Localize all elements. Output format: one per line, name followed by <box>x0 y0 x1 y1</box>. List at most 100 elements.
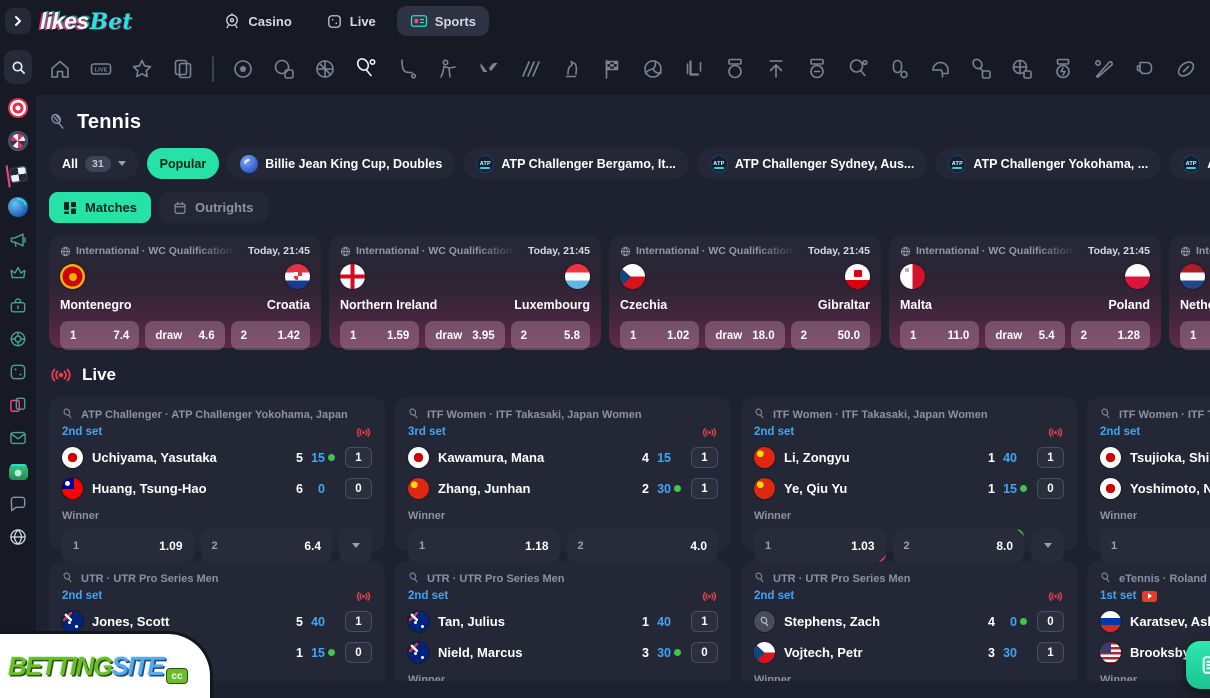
odd-away[interactable]: 2 1.42 <box>230 321 310 350</box>
odd-home[interactable]: 1 1.59 <box>340 321 420 350</box>
odd-player1[interactable]: 1 1.09 <box>62 529 194 562</box>
odd-player2[interactable]: 2 8.0 <box>892 529 1024 562</box>
filter-chip[interactable]: ATP Challenger Bergamo, It... <box>463 148 689 179</box>
field-hockey-icon[interactable] <box>395 57 419 81</box>
more-markets-button[interactable] <box>339 529 372 562</box>
filter-chip[interactable]: Billie Jean King Cup, Doubles <box>227 148 456 179</box>
league-of-legends-icon[interactable] <box>682 57 706 81</box>
live-match-card[interactable]: UTR · UTR Pro Series Men 2nd set Stephen… <box>741 561 1077 681</box>
globe-icon <box>340 246 351 256</box>
chess-icon[interactable] <box>559 57 583 81</box>
live-match-card[interactable]: ATP Challenger · ATP Challenger Yokohama… <box>49 397 385 562</box>
nav-casino[interactable]: Casino <box>210 5 304 37</box>
odd-draw[interactable]: draw 4.6 <box>145 321 225 350</box>
megaphone-icon[interactable] <box>6 228 30 252</box>
live-match-card[interactable]: ITF Women · ITF Takasaki, Japan Women 2n… <box>1087 397 1210 562</box>
darts-icon[interactable] <box>6 96 30 120</box>
filter-chip[interactable]: ATP Challenger Yokohama, ... <box>935 148 1162 179</box>
club-football-icon[interactable] <box>272 57 296 81</box>
odd-player1[interactable]: 1 <box>1100 529 1210 562</box>
odd-player2[interactable]: 2 4.0 <box>566 529 718 562</box>
nav-live[interactable]: Live <box>313 6 389 37</box>
racing-icon[interactable] <box>600 57 624 81</box>
live-match-card[interactable]: ITF Women · ITF Takasaki, Japan Women 2n… <box>741 397 1077 562</box>
odd-away[interactable]: 2 5.8 <box>510 321 590 350</box>
search-button[interactable] <box>4 50 32 84</box>
filter-all[interactable]: All 31 <box>49 148 139 179</box>
tab-matches[interactable]: Matches <box>49 192 152 223</box>
esports-icon[interactable] <box>518 57 542 81</box>
boxing-icon[interactable] <box>1133 57 1157 81</box>
american-football-icon[interactable] <box>928 57 952 81</box>
odd-draw[interactable]: draw 5.4 <box>985 321 1065 350</box>
cashback-money-icon[interactable] <box>6 459 30 483</box>
match-card[interactable]: International · WC Qualification, UEFA T… <box>329 236 601 350</box>
sets-score: 1 <box>345 611 372 632</box>
live-match-card[interactable]: eTennis · Roland Gar 1st set Karatsev, A… <box>1087 561 1210 681</box>
live-match-card[interactable]: UTR · UTR Pro Series Men 2nd set Tan, Ju… <box>395 561 731 681</box>
sidebar-expand-button[interactable] <box>5 8 31 34</box>
crown-icon[interactable] <box>6 261 30 285</box>
tennis-blitz-icon[interactable] <box>969 57 993 81</box>
match-card[interactable]: International · WC Qualification, UEFA T… <box>49 236 321 350</box>
nav-sports[interactable]: Sports <box>396 6 489 36</box>
blitz-icon[interactable] <box>1051 57 1075 81</box>
racing-flags-icon[interactable] <box>6 162 30 186</box>
odd-draw[interactable]: draw 18.0 <box>705 321 785 350</box>
player-row: Uchiyama, Yasutaka 5 15 1 <box>62 446 372 469</box>
basketball-icon[interactable] <box>313 57 337 81</box>
filter-chip[interactable]: ATP Challenger Sydney, Aus... <box>696 148 928 179</box>
betslip-button[interactable] <box>1186 641 1210 689</box>
odd-player1[interactable]: 1 1.03 <box>754 529 886 562</box>
language-globe-icon[interactable] <box>6 525 30 549</box>
odd-player2[interactable]: 2 6.4 <box>200 529 332 562</box>
volleyball-icon[interactable] <box>641 57 665 81</box>
football-icon[interactable] <box>231 57 255 81</box>
match-card[interactable]: International · WC Qualification, UEFA T… <box>609 236 881 350</box>
volta-football-icon[interactable] <box>723 57 747 81</box>
tab-outrights[interactable]: Outrights <box>159 192 268 223</box>
mail-icon[interactable] <box>6 426 30 450</box>
odd-away[interactable]: 2 1.28 <box>1070 321 1150 350</box>
casino-chip-icon[interactable] <box>6 327 30 351</box>
home-icon[interactable] <box>48 57 72 81</box>
table-tennis-icon[interactable] <box>846 57 870 81</box>
bet-slips-icon[interactable] <box>171 57 195 81</box>
likesbet-logo[interactable]: likes Bet <box>40 8 132 35</box>
odd-home[interactable]: 1 7.4 <box>60 321 140 350</box>
odd-away[interactable]: 2 50.0 <box>790 321 870 350</box>
tennis-racket-icon <box>63 572 72 583</box>
counter-strike-icon[interactable] <box>436 57 460 81</box>
handball-icon[interactable] <box>887 57 911 81</box>
live-tv-icon[interactable]: LIVE <box>89 57 113 81</box>
odd-player1[interactable]: 1 1.18 <box>408 529 560 562</box>
odd-draw[interactable]: draw 3.95 <box>425 321 505 350</box>
chat-icon[interactable] <box>6 492 30 516</box>
dice-icon[interactable] <box>6 360 30 384</box>
filter-chip[interactable]: ATP Challenger Montemar, ... <box>1169 148 1210 179</box>
video-stream-icon[interactable] <box>1142 590 1158 602</box>
live-match-card[interactable]: ITF Women · ITF Takasaki, Japan Women 3r… <box>395 397 731 562</box>
valorant-icon[interactable] <box>477 57 501 81</box>
roulette-icon[interactable] <box>6 129 30 153</box>
match-card[interactable]: International · WC Qualification, UEFA T… <box>889 236 1161 350</box>
odd-home[interactable]: 1 11.0 <box>900 321 980 350</box>
efootball-icon[interactable] <box>764 57 788 81</box>
penalty-icon[interactable] <box>805 57 829 81</box>
promo-bag-icon[interactable] <box>6 294 30 318</box>
star-icon[interactable] <box>130 57 154 81</box>
odd-home[interactable]: 1 1.02 <box>620 321 700 350</box>
tennis-icon[interactable] <box>354 57 378 81</box>
filter-chip-label: ATP Challenger Bergamo, It... <box>501 156 676 171</box>
baseball-icon[interactable] <box>1092 57 1116 81</box>
basketball-blitz-icon[interactable] <box>1010 57 1034 81</box>
betting-cards-icon[interactable] <box>6 393 30 417</box>
more-markets-button[interactable] <box>1031 529 1064 562</box>
sports-globe-icon[interactable] <box>6 195 30 219</box>
games-score: 3 <box>988 645 995 660</box>
filter-popular[interactable]: Popular <box>146 148 220 179</box>
odd-home[interactable]: 1 <box>1180 321 1210 350</box>
match-card[interactable]: International · WC Qualification, UEFA T… <box>1169 236 1210 350</box>
live-match-card[interactable]: UTR · UTR Pro Series Men 2nd set Jones, … <box>49 561 385 681</box>
rugby-icon[interactable] <box>1174 57 1198 81</box>
